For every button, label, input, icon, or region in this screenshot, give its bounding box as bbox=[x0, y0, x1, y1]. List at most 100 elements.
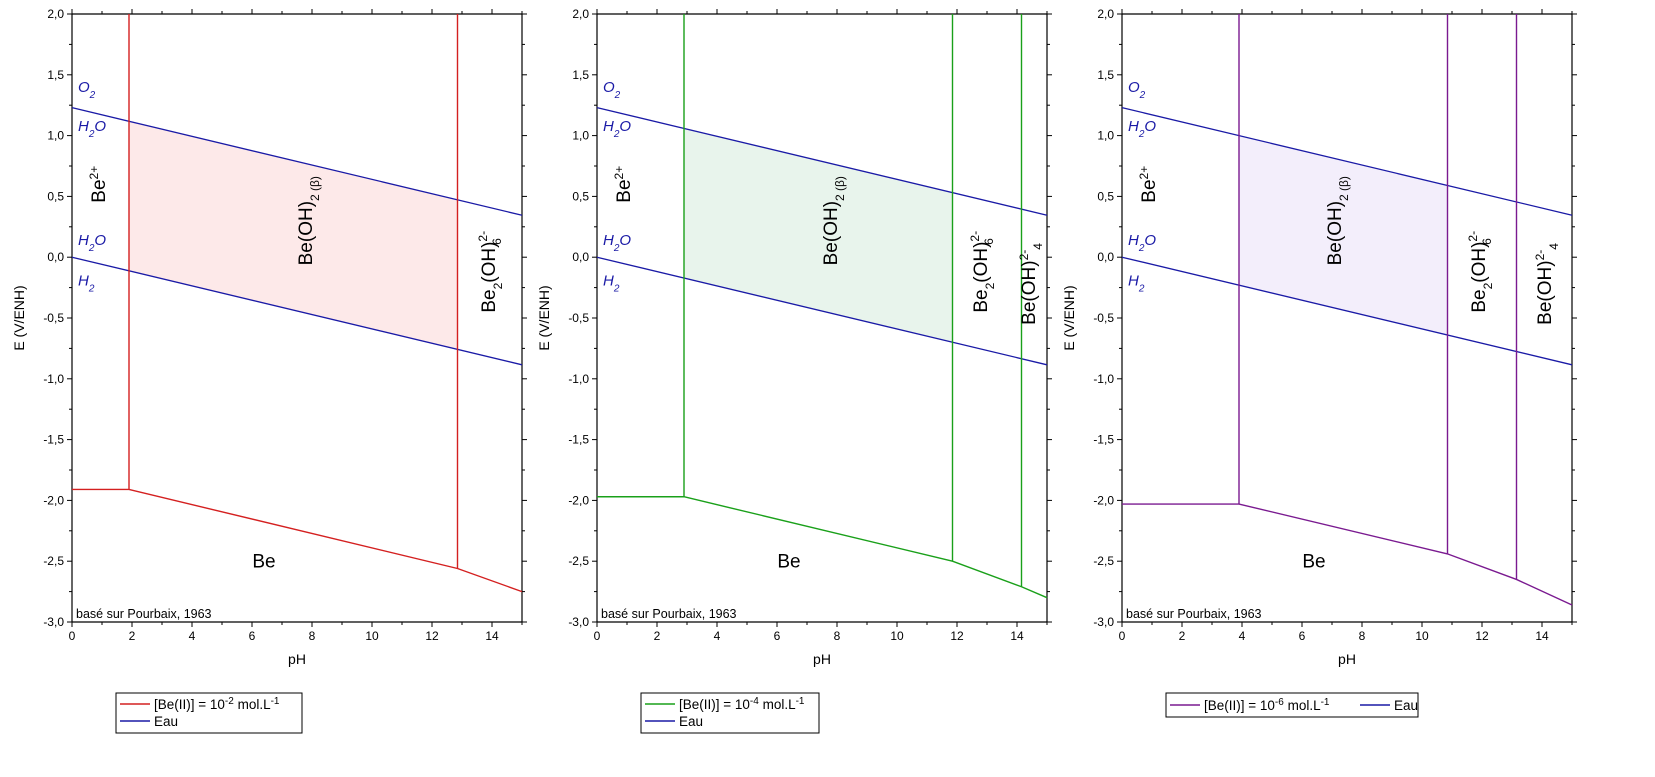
species-label: Be bbox=[252, 551, 275, 572]
water-species-label: O2 bbox=[78, 79, 96, 101]
y-tick-label: -1,0 bbox=[1093, 372, 1114, 386]
species-label: Be2(OH)2-6 bbox=[1466, 231, 1495, 313]
species-label: Be bbox=[777, 551, 800, 572]
water-species-label: H2O bbox=[603, 232, 631, 254]
legend-label: Eau bbox=[154, 714, 178, 729]
species-label: Be2(OH)2-6 bbox=[968, 231, 997, 313]
y-tick-label: -2,0 bbox=[568, 493, 589, 507]
y-tick-label: -2,0 bbox=[1093, 493, 1114, 507]
y-axis-title: E (V/ENH) bbox=[1061, 285, 1077, 350]
y-tick-label: 2,0 bbox=[1097, 7, 1114, 21]
x-tick-label: 0 bbox=[1119, 629, 1126, 643]
y-tick-label: -2,0 bbox=[43, 493, 64, 507]
x-tick-label: 2 bbox=[1179, 629, 1186, 643]
water-h2-line bbox=[71, 256, 523, 366]
species-label: Be bbox=[1302, 551, 1325, 572]
y-tick-label: -1,5 bbox=[1093, 433, 1114, 447]
species-label: Be(OH)2-4 bbox=[1017, 243, 1045, 325]
y-tick-label: -3,0 bbox=[43, 615, 64, 629]
y-axis-title: E (V/ENH) bbox=[11, 285, 27, 350]
y-tick-label: 2,0 bbox=[572, 7, 589, 21]
y-tick-label: -1,5 bbox=[568, 433, 589, 447]
y-tick-label: 0,0 bbox=[572, 250, 589, 264]
source-note: basé sur Pourbaix, 1963 bbox=[1126, 607, 1262, 621]
water-o2-line bbox=[1121, 106, 1573, 216]
x-axis-title: pH bbox=[288, 651, 306, 667]
water-species-label: H2O bbox=[78, 232, 106, 254]
x-tick-label: 8 bbox=[834, 629, 841, 643]
x-tick-label: 2 bbox=[654, 629, 661, 643]
water-species-label: H2O bbox=[78, 118, 106, 140]
water-o2-line bbox=[71, 106, 523, 216]
species-label: Be(OH)2-4 bbox=[1533, 243, 1561, 325]
chart-panel-3: -3,0 -2,5 -2,0 -1,5 -1,0 -0,5 0,0 0,5 1,0 1,5 2,0 0… bbox=[1061, 7, 1577, 718]
water-species-label: H2O bbox=[1128, 232, 1156, 254]
x-tick-label: 4 bbox=[189, 629, 196, 643]
species-label: Be(OH)2 (β) bbox=[1325, 176, 1351, 265]
water-h2-line bbox=[1121, 256, 1573, 366]
x-tick-label: 2 bbox=[129, 629, 136, 643]
y-tick-label: 0,5 bbox=[47, 189, 64, 203]
x-tick-label: 12 bbox=[1475, 629, 1489, 643]
x-axis-title: pH bbox=[813, 651, 831, 667]
x-tick-label: 6 bbox=[774, 629, 781, 643]
x-axis-title: pH bbox=[1338, 651, 1356, 667]
species-label: Be(OH)2 (β) bbox=[821, 176, 847, 265]
y-tick-label: 1,5 bbox=[47, 68, 64, 82]
y-tick-label: 1,5 bbox=[1097, 68, 1114, 82]
x-tick-label: 14 bbox=[485, 629, 499, 643]
source-note: basé sur Pourbaix, 1963 bbox=[76, 607, 212, 621]
water-species-label: H2 bbox=[78, 272, 95, 294]
source-note: basé sur Pourbaix, 1963 bbox=[601, 607, 737, 621]
x-tick-label: 14 bbox=[1535, 629, 1549, 643]
y-tick-label: 1,0 bbox=[1097, 129, 1114, 143]
legend-label: Eau bbox=[679, 714, 703, 729]
y-tick-label: 0,0 bbox=[1097, 250, 1114, 264]
water-species-label: H2 bbox=[603, 272, 620, 294]
y-tick-label: -0,5 bbox=[568, 311, 589, 325]
species-label: Be(OH)2 (β) bbox=[296, 176, 322, 265]
x-tick-label: 14 bbox=[1010, 629, 1024, 643]
water-species-label: H2O bbox=[1128, 118, 1156, 140]
x-tick-label: 10 bbox=[1415, 629, 1429, 643]
species-label: Be2+ bbox=[612, 166, 635, 203]
x-tick-label: 12 bbox=[425, 629, 439, 643]
y-tick-label: 1,0 bbox=[572, 129, 589, 143]
legend-box bbox=[115, 692, 303, 734]
y-tick-label: 0,0 bbox=[47, 250, 64, 264]
y-tick-label: -3,0 bbox=[568, 615, 589, 629]
stability-region-fill bbox=[1239, 135, 1448, 336]
x-tick-label: 10 bbox=[365, 629, 379, 643]
x-tick-label: 0 bbox=[594, 629, 601, 643]
y-tick-label: -1,0 bbox=[43, 372, 64, 386]
y-tick-label: 2,0 bbox=[47, 7, 64, 21]
water-h2-line bbox=[596, 256, 1048, 366]
water-species-label: O2 bbox=[603, 79, 621, 101]
x-tick-label: 0 bbox=[69, 629, 76, 643]
x-tick-label: 6 bbox=[249, 629, 256, 643]
y-tick-label: -2,5 bbox=[1093, 554, 1114, 568]
y-axis-title: E (V/ENH) bbox=[536, 285, 552, 350]
be-metal-boundary bbox=[597, 496, 1048, 599]
chart-panel-2: -3,0 -2,5 -2,0 -1,5 -1,0 -0,5 0,0 0,5 1,0 1,5 2,0 0… bbox=[536, 7, 1052, 734]
x-tick-label: 6 bbox=[1299, 629, 1306, 643]
species-label: Be2+ bbox=[87, 166, 110, 203]
chart-panel-1: -3,0 -2,5 -2,0 -1,5 -1,0 -0,5 0,0 0,5 1,0 1,5 2,0 0… bbox=[11, 7, 527, 734]
legend-label: Eau bbox=[1394, 698, 1418, 713]
legend-label: [Be(II)] = 10-2 mol.L-1 bbox=[154, 696, 280, 713]
y-tick-label: -0,5 bbox=[43, 311, 64, 325]
y-tick-label: -2,5 bbox=[43, 554, 64, 568]
y-tick-label: 0,5 bbox=[1097, 189, 1114, 203]
water-o2-line bbox=[596, 106, 1048, 216]
y-tick-label: 0,5 bbox=[572, 189, 589, 203]
stability-region-fill bbox=[129, 121, 458, 350]
x-tick-label: 8 bbox=[1359, 629, 1366, 643]
be-metal-boundary bbox=[72, 488, 523, 593]
x-tick-label: 4 bbox=[1239, 629, 1246, 643]
water-species-label: O2 bbox=[1128, 79, 1146, 101]
x-tick-label: 10 bbox=[890, 629, 904, 643]
y-tick-label: -2,5 bbox=[568, 554, 589, 568]
x-tick-label: 4 bbox=[714, 629, 721, 643]
water-species-label: H2O bbox=[603, 118, 631, 140]
